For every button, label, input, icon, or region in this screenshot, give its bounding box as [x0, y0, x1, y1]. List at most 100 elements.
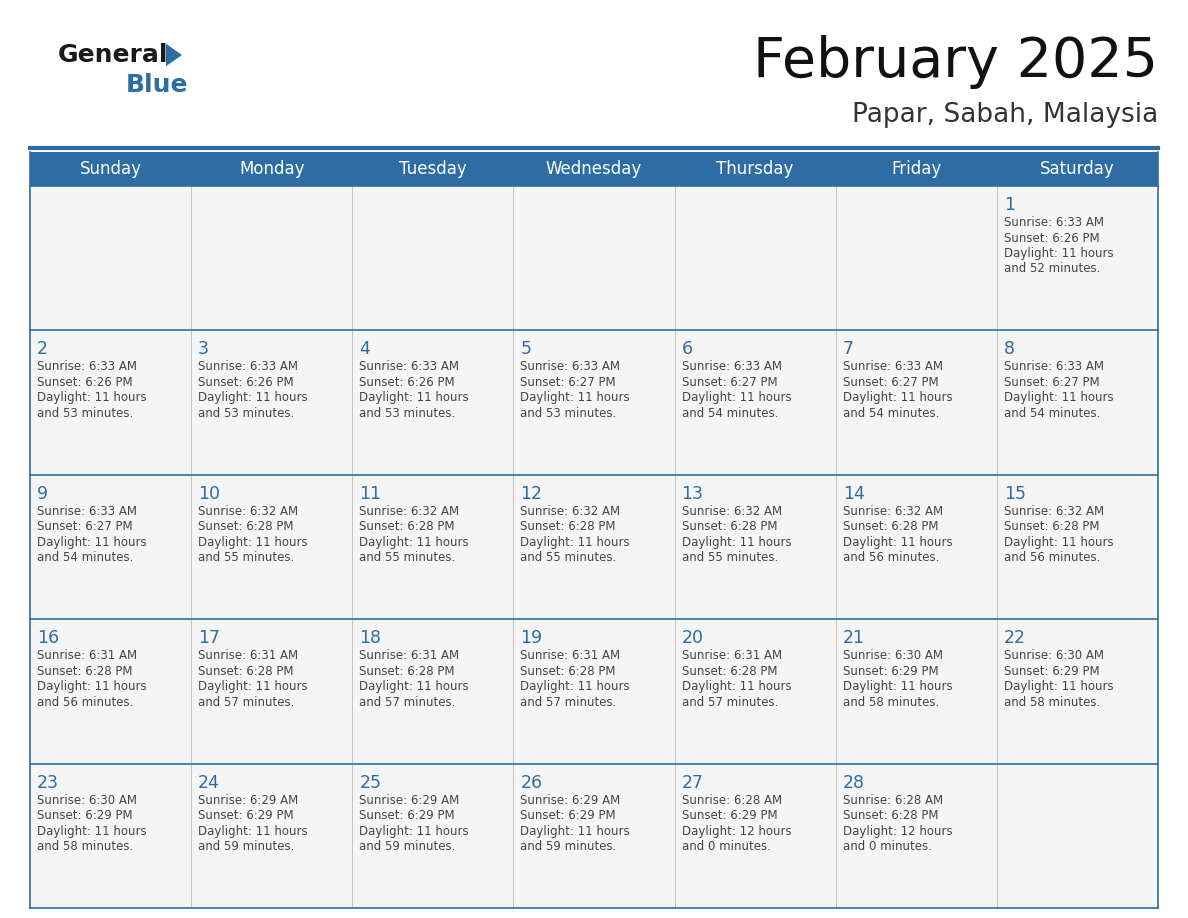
Text: Sunrise: 6:33 AM: Sunrise: 6:33 AM [198, 361, 298, 374]
Text: Sunrise: 6:32 AM: Sunrise: 6:32 AM [682, 505, 782, 518]
Text: 16: 16 [37, 629, 59, 647]
Text: Daylight: 11 hours: Daylight: 11 hours [842, 536, 953, 549]
Text: Sunset: 6:28 PM: Sunset: 6:28 PM [842, 521, 939, 533]
Text: Sunrise: 6:31 AM: Sunrise: 6:31 AM [198, 649, 298, 662]
Text: 5: 5 [520, 341, 531, 358]
Text: Sunrise: 6:33 AM: Sunrise: 6:33 AM [682, 361, 782, 374]
Text: Sunrise: 6:28 AM: Sunrise: 6:28 AM [682, 793, 782, 807]
Text: and 58 minutes.: and 58 minutes. [842, 696, 939, 709]
Text: Daylight: 11 hours: Daylight: 11 hours [198, 391, 308, 405]
Text: 18: 18 [359, 629, 381, 647]
Text: Sunset: 6:26 PM: Sunset: 6:26 PM [198, 375, 293, 389]
Bar [513, 330, 675, 475]
Bar [675, 475, 835, 620]
Text: Papar, Sabah, Malaysia: Papar, Sabah, Malaysia [852, 102, 1158, 128]
Text: Daylight: 11 hours: Daylight: 11 hours [359, 391, 469, 405]
Text: Blue: Blue [126, 73, 189, 97]
Text: and 57 minutes.: and 57 minutes. [682, 696, 778, 709]
Text: Daylight: 12 hours: Daylight: 12 hours [842, 824, 953, 837]
Text: Sunset: 6:28 PM: Sunset: 6:28 PM [520, 665, 615, 677]
Text: Sunset: 6:27 PM: Sunset: 6:27 PM [37, 521, 133, 533]
Text: 17: 17 [198, 629, 220, 647]
Bar [997, 764, 1158, 908]
Bar [191, 764, 353, 908]
Text: Friday: Friday [891, 160, 941, 178]
Text: Sunset: 6:28 PM: Sunset: 6:28 PM [198, 665, 293, 677]
Text: Sunset: 6:27 PM: Sunset: 6:27 PM [682, 375, 777, 389]
Text: and 56 minutes.: and 56 minutes. [842, 552, 939, 565]
Text: 25: 25 [359, 774, 381, 791]
Text: Sunrise: 6:29 AM: Sunrise: 6:29 AM [359, 793, 460, 807]
Text: Daylight: 11 hours: Daylight: 11 hours [520, 824, 630, 837]
Text: 1: 1 [1004, 196, 1015, 214]
Text: Daylight: 11 hours: Daylight: 11 hours [37, 824, 146, 837]
Text: Daylight: 11 hours: Daylight: 11 hours [842, 680, 953, 693]
Bar [191, 620, 353, 764]
Text: 7: 7 [842, 341, 854, 358]
Bar [835, 764, 997, 908]
Text: 19: 19 [520, 629, 543, 647]
Text: Sunset: 6:27 PM: Sunset: 6:27 PM [1004, 375, 1099, 389]
Text: Daylight: 11 hours: Daylight: 11 hours [842, 391, 953, 405]
Text: Sunrise: 6:33 AM: Sunrise: 6:33 AM [520, 361, 620, 374]
Text: and 57 minutes.: and 57 minutes. [359, 696, 456, 709]
Text: Daylight: 11 hours: Daylight: 11 hours [359, 536, 469, 549]
Text: Daylight: 11 hours: Daylight: 11 hours [1004, 247, 1113, 260]
Text: and 55 minutes.: and 55 minutes. [682, 552, 778, 565]
Bar [30, 764, 191, 908]
Text: and 56 minutes.: and 56 minutes. [37, 696, 133, 709]
Text: Sunset: 6:28 PM: Sunset: 6:28 PM [359, 521, 455, 533]
Text: Daylight: 11 hours: Daylight: 11 hours [682, 391, 791, 405]
Text: Sunset: 6:29 PM: Sunset: 6:29 PM [37, 809, 133, 823]
Text: and 57 minutes.: and 57 minutes. [198, 696, 295, 709]
Text: Sunset: 6:28 PM: Sunset: 6:28 PM [37, 665, 133, 677]
Text: Daylight: 11 hours: Daylight: 11 hours [682, 680, 791, 693]
Text: Daylight: 11 hours: Daylight: 11 hours [37, 391, 146, 405]
Text: and 55 minutes.: and 55 minutes. [520, 552, 617, 565]
Text: 27: 27 [682, 774, 703, 791]
Text: Sunrise: 6:32 AM: Sunrise: 6:32 AM [520, 505, 620, 518]
Text: Sunset: 6:27 PM: Sunset: 6:27 PM [520, 375, 617, 389]
Text: Sunrise: 6:28 AM: Sunrise: 6:28 AM [842, 793, 943, 807]
Bar [675, 186, 835, 330]
Text: and 0 minutes.: and 0 minutes. [842, 840, 931, 853]
Text: Sunset: 6:29 PM: Sunset: 6:29 PM [682, 809, 777, 823]
Text: Sunrise: 6:31 AM: Sunrise: 6:31 AM [520, 649, 620, 662]
Text: 28: 28 [842, 774, 865, 791]
Bar [513, 475, 675, 620]
Text: 11: 11 [359, 485, 381, 503]
Text: Sunset: 6:29 PM: Sunset: 6:29 PM [842, 665, 939, 677]
Bar [675, 620, 835, 764]
Bar [191, 330, 353, 475]
Text: and 53 minutes.: and 53 minutes. [359, 407, 455, 420]
Bar [30, 475, 191, 620]
Text: Daylight: 11 hours: Daylight: 11 hours [359, 824, 469, 837]
Bar [835, 475, 997, 620]
Text: and 53 minutes.: and 53 minutes. [520, 407, 617, 420]
Text: Daylight: 11 hours: Daylight: 11 hours [682, 536, 791, 549]
Text: and 57 minutes.: and 57 minutes. [520, 696, 617, 709]
Bar [675, 330, 835, 475]
Text: Saturday: Saturday [1040, 160, 1114, 178]
Text: 8: 8 [1004, 341, 1015, 358]
Text: 14: 14 [842, 485, 865, 503]
Text: Sunrise: 6:32 AM: Sunrise: 6:32 AM [359, 505, 460, 518]
Bar [191, 475, 353, 620]
Text: Sunday: Sunday [80, 160, 141, 178]
Text: 15: 15 [1004, 485, 1026, 503]
Bar [997, 475, 1158, 620]
Text: Sunset: 6:28 PM: Sunset: 6:28 PM [682, 521, 777, 533]
Text: 4: 4 [359, 341, 371, 358]
Text: and 54 minutes.: and 54 minutes. [842, 407, 939, 420]
Text: Daylight: 11 hours: Daylight: 11 hours [198, 536, 308, 549]
Text: Sunrise: 6:33 AM: Sunrise: 6:33 AM [842, 361, 943, 374]
Text: Daylight: 11 hours: Daylight: 11 hours [1004, 391, 1113, 405]
Text: Sunset: 6:28 PM: Sunset: 6:28 PM [842, 809, 939, 823]
Bar [353, 620, 513, 764]
Bar [353, 186, 513, 330]
Text: 6: 6 [682, 341, 693, 358]
Text: and 55 minutes.: and 55 minutes. [359, 552, 455, 565]
Text: Daylight: 11 hours: Daylight: 11 hours [198, 680, 308, 693]
Bar [513, 620, 675, 764]
Text: Daylight: 11 hours: Daylight: 11 hours [198, 824, 308, 837]
